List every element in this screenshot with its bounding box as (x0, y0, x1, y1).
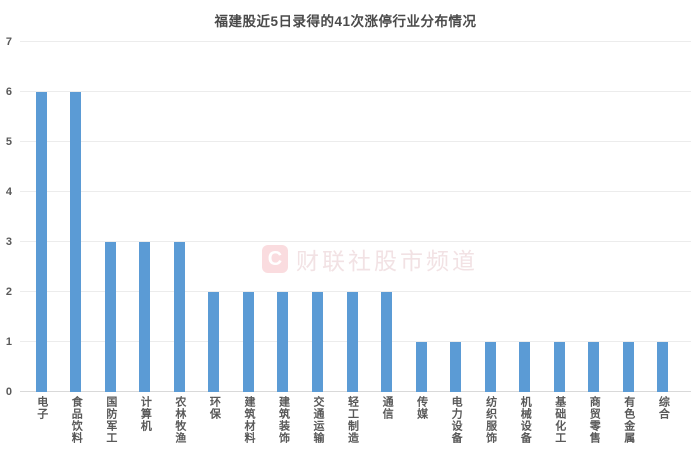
x-label-column: 交通运输 (300, 396, 335, 444)
bar-基础化工 (553, 342, 565, 392)
x-label-column: 基础化工 (542, 396, 577, 444)
gridline-y-5 (20, 141, 691, 142)
bar-column (162, 42, 197, 392)
bar-column (197, 42, 232, 392)
y-tick-label: 0 (5, 386, 12, 398)
bar-column (266, 42, 301, 392)
bar-通信 (381, 292, 393, 392)
y-tick-label: 5 (5, 136, 12, 148)
gridline-y-6 (20, 91, 691, 92)
bar-column (93, 42, 128, 392)
x-axis-category-label: 环保 (208, 396, 221, 420)
x-axis-category-label: 交通运输 (312, 396, 325, 444)
bar-农林牧渔 (173, 242, 185, 392)
chart-title: 福建股近5日录得的41次涨停行业分布情况 (214, 14, 477, 29)
bar-有色金属 (622, 342, 634, 392)
bar-商贸零售 (588, 342, 600, 392)
bar-column (59, 42, 94, 392)
bar-column (300, 42, 335, 392)
x-axis-category-label: 轻工制造 (346, 396, 359, 444)
x-axis-category-label: 基础化工 (553, 396, 566, 444)
x-label-column: 国防军工 (93, 396, 128, 444)
x-axis-category-label: 建筑装饰 (277, 396, 290, 444)
bar-国防军工 (104, 242, 116, 392)
x-axis-labels: 电子 食品饮料 国防军工 计算机 农林牧渔 环保 建筑材料 建筑装饰 交通运输 轻工制造 通信 传媒电… (24, 396, 680, 444)
bar-食品饮料 (70, 92, 82, 392)
x-axis-category-label: 商贸零售 (588, 396, 601, 444)
bar-传媒 (415, 342, 427, 392)
bar-column (128, 42, 163, 392)
bar-column (646, 42, 681, 392)
x-label-column: 传媒 (404, 396, 439, 420)
x-label-column: 环保 (197, 396, 232, 420)
x-axis-category-label: 国防军工 (104, 396, 117, 444)
bar-轻工制造 (346, 292, 358, 392)
x-label-column: 纺织服饰 (473, 396, 508, 444)
bar-column (369, 42, 404, 392)
gridline-y-7 (20, 41, 691, 42)
x-axis-category-label: 纺织服饰 (484, 396, 497, 444)
x-label-column: 商贸零售 (577, 396, 612, 444)
bar-计算机 (139, 242, 151, 392)
x-label-column: 综合 (646, 396, 681, 420)
x-label-column: 农林牧渔 (162, 396, 197, 444)
bar-环保 (208, 292, 220, 392)
bar-建筑材料 (242, 292, 254, 392)
bar-column (335, 42, 370, 392)
x-axis-category-label: 有色金属 (622, 396, 635, 444)
y-axis-labels: 0 1 2 3 4 5 6 7 (0, 36, 14, 398)
bar-column (577, 42, 612, 392)
bar-电子 (35, 92, 47, 392)
y-tick-label: 4 (5, 186, 12, 198)
x-axis-category-label: 传媒 (415, 396, 428, 420)
bar-机械设备 (519, 342, 531, 392)
bars-container (24, 42, 680, 392)
bar-column (231, 42, 266, 392)
bar-column (438, 42, 473, 392)
x-label-column: 建筑材料 (231, 396, 266, 444)
x-label-column: 食品饮料 (59, 396, 94, 444)
gridline-y-2 (20, 291, 691, 292)
gridline-y-3 (20, 241, 691, 242)
x-axis-category-label: 食品饮料 (70, 396, 83, 444)
bar-建筑装饰 (277, 292, 289, 392)
bar-column (611, 42, 646, 392)
x-label-column: 通信 (369, 396, 404, 420)
y-tick-label: 3 (5, 236, 12, 248)
y-tick-label: 1 (5, 336, 12, 348)
x-axis-category-label: 建筑材料 (242, 396, 255, 444)
bar-column (507, 42, 542, 392)
x-axis-category-label: 电力设备 (450, 396, 463, 444)
bar-电力设备 (450, 342, 462, 392)
x-label-column: 电力设备 (438, 396, 473, 444)
x-axis-category-label: 电子 (35, 396, 48, 420)
bar-综合 (657, 342, 669, 392)
bar-交通运输 (312, 292, 324, 392)
x-axis-category-label: 综合 (657, 396, 670, 420)
bar-column (24, 42, 59, 392)
x-label-column: 电子 (24, 396, 59, 420)
x-label-column: 轻工制造 (335, 396, 370, 444)
bar-纺织服饰 (484, 342, 496, 392)
x-label-column: 计算机 (128, 396, 163, 432)
x-axis-category-label: 通信 (381, 396, 394, 420)
bar-column (473, 42, 508, 392)
y-tick-label: 6 (5, 86, 12, 98)
bar-column (404, 42, 439, 392)
gridline-y-4 (20, 191, 691, 192)
bar-column (542, 42, 577, 392)
x-label-column: 建筑装饰 (266, 396, 301, 444)
x-label-column: 有色金属 (611, 396, 646, 444)
y-tick-label: 7 (5, 36, 12, 48)
x-axis-category-label: 机械设备 (519, 396, 532, 444)
x-axis-category-label: 农林牧渔 (173, 396, 186, 444)
x-axis-category-label: 计算机 (139, 396, 152, 432)
y-tick-label: 2 (5, 286, 12, 298)
plot-area: C 财联社股市频道 (20, 41, 691, 392)
x-label-column: 机械设备 (507, 396, 542, 444)
